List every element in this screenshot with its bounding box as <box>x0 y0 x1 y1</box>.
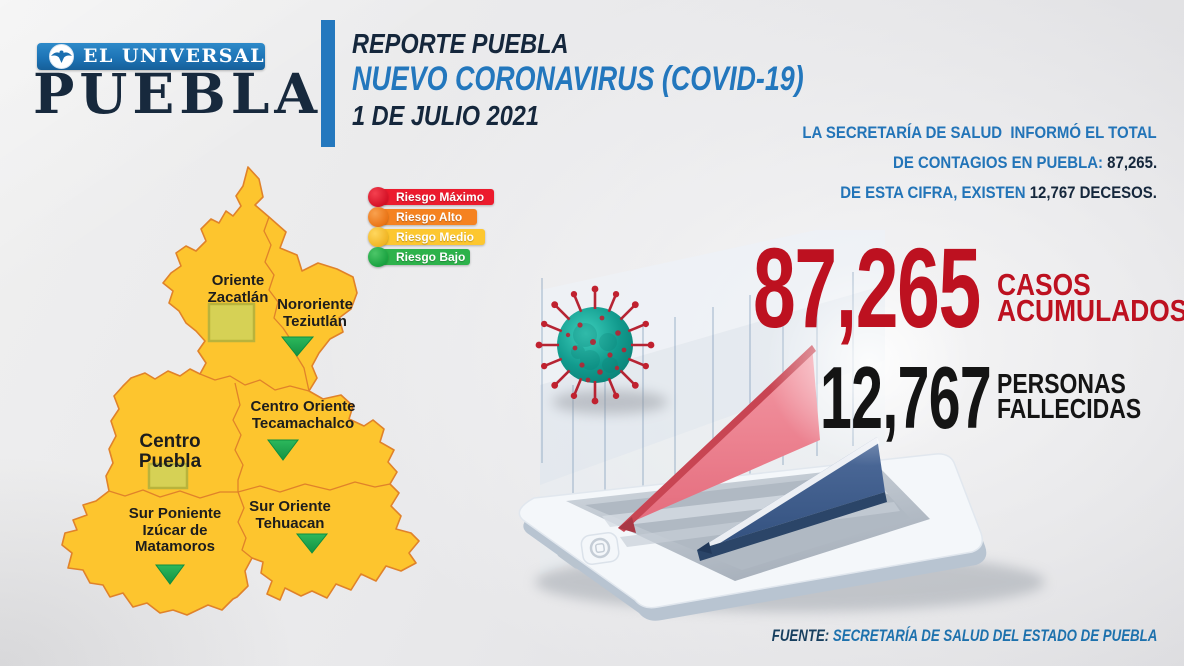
summary-line-1: LA SECRETARÍA DE SALUD INFORMÓ EL TOTAL <box>802 123 1157 142</box>
region-label-centro-oriente-tecamachalco: Centro Oriente Tecamachalco <box>250 398 356 432</box>
masthead-region-title: PUEBLA <box>33 61 323 126</box>
trend-marker-square-centro-puebla <box>147 462 189 490</box>
tablet-port <box>557 550 581 569</box>
trend-marker-square-zacatlan <box>207 302 256 343</box>
source-text: SECRETARÍA DE SALUD DEL ESTADO DE PUEBLA <box>828 626 1157 645</box>
legend-dot-yellow <box>368 227 388 247</box>
source-prefix: FUENTE: <box>771 626 829 645</box>
region-label-sur-poniente-izucar: Sur Poniente Izúcar de Matamoros <box>128 505 222 555</box>
legend-label: Riesgo Bajo <box>396 250 466 264</box>
trend-marker-triangle-sur-poniente <box>155 564 185 585</box>
deaths-total-label: PERSONAS FALLECIDAS <box>997 368 1142 424</box>
trend-marker-triangle-sur-oriente <box>295 533 329 554</box>
deaths-total-value: 12,767 <box>820 348 992 447</box>
trend-marker-triangle-tecamachalco <box>267 439 299 461</box>
deaths-inline-value: 12,767 DECESOS. <box>1029 183 1157 202</box>
report-title: REPORTE PUEBLA <box>352 28 569 59</box>
el-universal-banner: EL UNIVERSAL <box>37 43 265 70</box>
legend-dot-orange <box>368 207 388 227</box>
cases-total-value: 87,265 <box>753 225 981 351</box>
source-attribution: FUENTE: SECRETARÍA DE SALUD DEL ESTADO D… <box>663 626 1157 646</box>
white-glow-highlight <box>762 255 977 470</box>
virus-surface-dots <box>565 315 627 383</box>
cases-inline-value: 87,265. <box>1107 153 1157 172</box>
coronavirus-icon <box>535 285 655 405</box>
cases-total-label: CASOS ACUMULADOS <box>997 267 1184 328</box>
legend-label: Riesgo Máximo <box>396 190 485 204</box>
tablet-home-button <box>580 532 620 565</box>
eagle-globe-icon <box>49 44 74 69</box>
header-divider-bar <box>321 20 335 147</box>
summary-line-3: DE ESTA CIFRA, EXISTEN 12,767 DECESOS. <box>840 183 1157 202</box>
legend-label: Riesgo Medio <box>396 230 475 244</box>
legend-label: Riesgo Alto <box>396 210 463 224</box>
summary-line-2: DE CONTAGIOS EN PUEBLA: 87,265. <box>892 153 1157 172</box>
legend-dot-red <box>368 187 388 207</box>
virus-spikes <box>535 285 655 405</box>
summary-paragraph: LA SECRETARÍA DE SALUD INFORMÓ EL TOTAL … <box>754 118 1157 208</box>
masthead-title: EL UNIVERSAL <box>83 45 266 67</box>
report-subtitle: NUEVO CORONAVIRUS (COVID-19) <box>352 60 804 98</box>
report-date: 1 DE JULIO 2021 <box>352 100 539 131</box>
region-label-centro-puebla: Centro Puebla <box>138 431 202 472</box>
legend-dot-green <box>368 247 388 267</box>
region-label-nororiente-teziutlan: Nororiente Teziutlán <box>277 296 353 330</box>
virus-shadow <box>552 390 668 414</box>
region-label-sur-oriente-tehuacan: Sur Oriente Tehuacan <box>249 498 331 532</box>
